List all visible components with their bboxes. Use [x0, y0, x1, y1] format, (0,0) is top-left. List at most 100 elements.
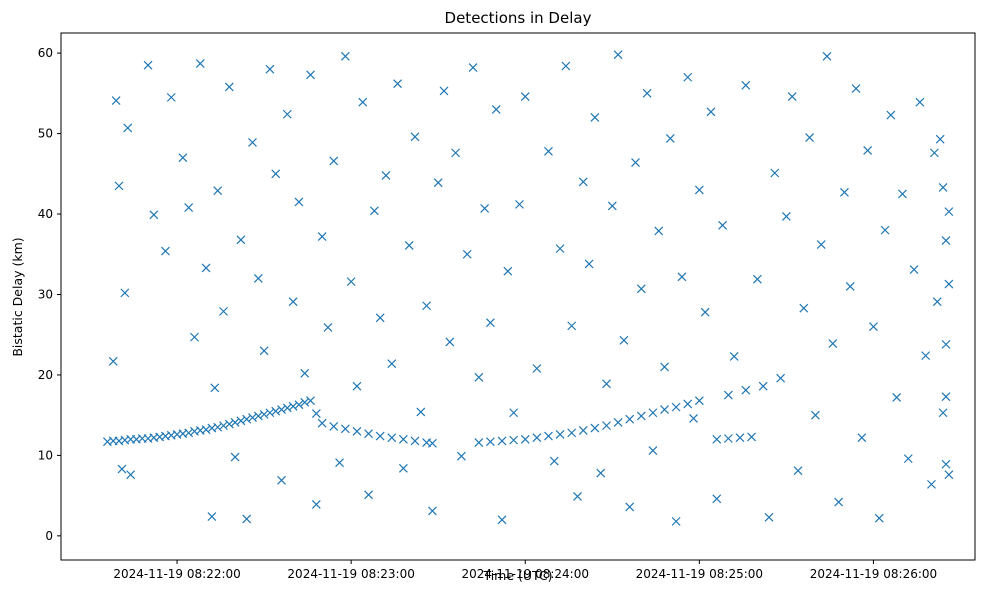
- data-point: [433, 178, 443, 188]
- data-point: [665, 133, 675, 143]
- data-point: [323, 323, 333, 332]
- y-axis-ticks: 0 10 20 30 40 50 60: [38, 46, 61, 543]
- data-point: [781, 212, 791, 221]
- data-point: [422, 301, 432, 311]
- y-tick-label: 60: [38, 46, 53, 60]
- data-point: [892, 393, 902, 402]
- data-point: [213, 186, 223, 196]
- data-point: [375, 313, 385, 323]
- data-point: [520, 92, 530, 101]
- data-point: [544, 146, 553, 156]
- data-point: [201, 263, 211, 273]
- data-point: [683, 399, 693, 409]
- data-point: [259, 346, 269, 356]
- data-point: [340, 424, 350, 434]
- x-tick-label: 2024-11-19 08:22:00: [113, 567, 240, 581]
- data-point: [845, 282, 855, 291]
- data-point: [317, 232, 327, 241]
- data-point: [590, 113, 600, 122]
- data-point: [317, 418, 327, 428]
- data-point: [509, 435, 519, 445]
- data-point: [294, 197, 304, 207]
- data-point: [364, 429, 373, 439]
- data-point: [486, 318, 495, 328]
- data-point: [741, 385, 751, 395]
- data-point: [271, 169, 281, 179]
- data-point: [462, 249, 472, 259]
- points-layer: [103, 50, 954, 526]
- data-point: [770, 168, 780, 178]
- x-axis-ticks: 2024-11-19 08:22:00 2024-11-19 08:23:00 20…: [113, 560, 937, 581]
- data-point: [822, 51, 832, 61]
- data-point: [416, 407, 426, 417]
- data-point: [398, 463, 408, 473]
- data-point: [694, 396, 704, 406]
- data-point: [497, 436, 507, 446]
- data-point: [567, 321, 577, 331]
- data-point: [340, 51, 350, 61]
- data-point: [224, 419, 234, 429]
- data-point: [840, 187, 849, 197]
- data-point: [230, 452, 240, 462]
- data-point: [805, 133, 815, 143]
- data-point: [242, 514, 252, 524]
- data-point: [329, 156, 339, 166]
- x-tick-label: 2024-11-19 08:25:00: [636, 567, 763, 581]
- data-point: [810, 410, 820, 420]
- data-point: [282, 403, 292, 413]
- data-point: [700, 307, 710, 317]
- x-axis-label: Time (UTC): [482, 568, 552, 583]
- data-point: [149, 210, 159, 220]
- data-point: [282, 109, 292, 119]
- data-point: [723, 390, 733, 400]
- data-point: [410, 436, 420, 446]
- data-point: [723, 434, 733, 443]
- data-point: [631, 158, 640, 167]
- data-point: [288, 401, 298, 411]
- data-point: [497, 515, 507, 525]
- y-tick-label: 30: [38, 287, 53, 301]
- data-point: [161, 246, 170, 256]
- data-point: [689, 413, 698, 423]
- data-point: [712, 494, 722, 504]
- data-point: [236, 416, 246, 426]
- data-point: [915, 97, 925, 107]
- data-point: [120, 288, 130, 298]
- data-point: [329, 422, 339, 431]
- data-point: [404, 240, 414, 250]
- data-point: [944, 279, 954, 289]
- data-point: [410, 132, 420, 142]
- data-point: [549, 456, 559, 466]
- data-point: [352, 426, 362, 436]
- data-point: [602, 421, 611, 431]
- data-point: [468, 63, 478, 73]
- data-point: [398, 434, 408, 444]
- plot-frame: [60, 32, 976, 561]
- data-point: [265, 408, 275, 418]
- data-point: [578, 177, 588, 187]
- data-point: [909, 265, 919, 274]
- data-point: [880, 225, 890, 235]
- data-point: [544, 431, 553, 441]
- data-point: [114, 181, 124, 191]
- data-point: [706, 107, 716, 117]
- data-point: [561, 61, 571, 71]
- data-point: [288, 297, 298, 307]
- data-point: [935, 134, 945, 144]
- data-point: [111, 96, 121, 106]
- data-point: [654, 226, 664, 236]
- chart-title: Detections in Delay: [445, 9, 592, 27]
- data-point: [520, 434, 530, 444]
- y-tick-label: 0: [45, 529, 53, 543]
- data-point: [393, 79, 403, 89]
- data-point: [352, 381, 362, 391]
- data-point: [921, 351, 931, 361]
- data-point: [938, 183, 948, 192]
- data-point: [271, 406, 281, 416]
- data-point: [532, 433, 542, 443]
- data-point: [573, 492, 582, 501]
- data-point: [213, 422, 223, 432]
- data-point: [346, 277, 356, 287]
